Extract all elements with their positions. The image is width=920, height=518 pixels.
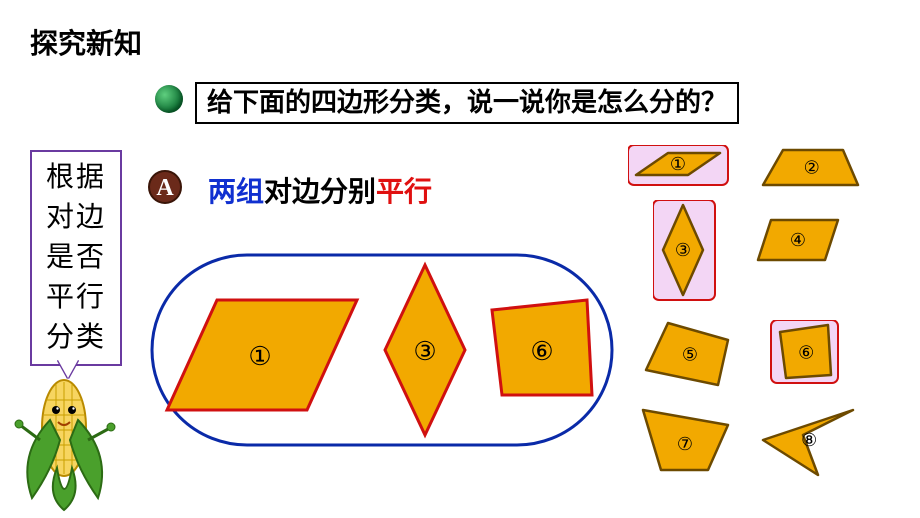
question-text: 给下面的四边形分类，说一说你是怎么分的？ [195,82,739,124]
svg-text:③: ③ [413,337,436,366]
thumb-shape: ⑦ [633,405,738,480]
thumb-shape: ⑧ [758,405,863,485]
category-badge-a: A [148,170,182,204]
svg-text:④: ④ [790,230,806,250]
thumb-shape: ① [628,145,733,190]
thumb-shape: ③ [653,200,720,305]
svg-text:②: ② [804,158,820,178]
shape-group-container: ① ③ ⑥ [147,215,617,450]
thumb-shape: ⑤ [638,315,738,395]
svg-text:⑧: ⑧ [801,430,817,450]
thumb-shape: ② [758,145,868,195]
thumb-shape: ④ [753,215,848,270]
sidebar-line: 分类 [46,318,106,358]
thumb-shape: ⑥ [768,320,843,388]
svg-text:③: ③ [675,240,691,260]
sidebar-line: 对边 [46,198,106,238]
subtitle-part: 平行 [376,176,432,207]
sidebar-line: 是否 [46,238,106,278]
bullet-icon [155,85,183,113]
category-subtitle: 两组对边分别平行 [208,170,432,210]
sidebar-line: 平行 [46,278,106,318]
svg-text:⑤: ⑤ [682,345,698,365]
svg-text:⑦: ⑦ [677,434,693,454]
svg-text:①: ① [670,154,686,174]
svg-text:⑥: ⑥ [798,343,814,363]
svg-text:⑥: ⑥ [530,337,553,366]
subtitle-part: 两组 [208,176,264,207]
section-title: 探究新知 [30,22,142,62]
corn-character-icon [12,370,122,515]
subtitle-part: 对边分别 [264,176,376,207]
speech-bubble: 根据对边是否平行分类 [30,150,122,366]
svg-text:①: ① [248,342,271,371]
thumbnail-grid: ① ② ③ ④ ⑤ ⑥ ⑦ ⑧ [628,145,918,505]
sidebar-line: 根据 [46,158,106,198]
